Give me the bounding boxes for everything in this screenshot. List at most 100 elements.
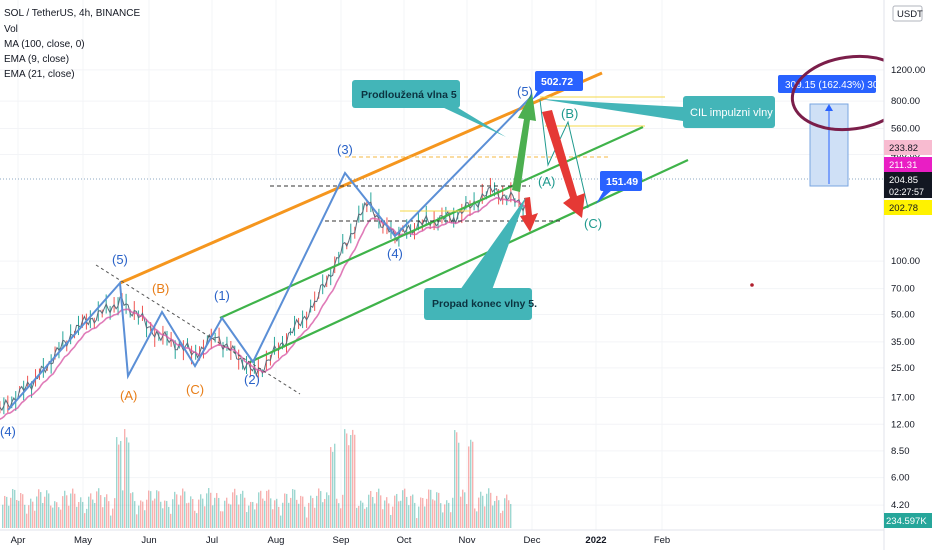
callout-propad-text: Propad konec vlny 5. xyxy=(432,298,537,310)
dashed-trendline xyxy=(95,264,301,395)
x-tick-label-jun: Jun xyxy=(141,535,156,546)
volume-bar-318 xyxy=(318,488,320,528)
grid xyxy=(0,0,884,530)
wave-label-C-teal: (C) xyxy=(584,216,602,231)
wave-label-B-teal: (B) xyxy=(561,106,578,121)
callout-cil[interactable]: CIL impulzni vlny 5 xyxy=(540,96,782,128)
volume-bar-158 xyxy=(158,491,160,528)
volume-bar-464 xyxy=(464,492,466,528)
volume-bar-130 xyxy=(130,493,132,528)
volume-bar-192 xyxy=(192,499,194,528)
volume-bar-22 xyxy=(22,494,24,528)
volume-bar-180 xyxy=(180,495,182,528)
volume-bar-398 xyxy=(398,501,400,528)
volume-bar-112 xyxy=(112,508,114,528)
volume-bar-84 xyxy=(84,513,86,528)
volume-bar-466 xyxy=(466,503,468,528)
volume-bar-404 xyxy=(404,488,406,528)
volume-bar-368 xyxy=(368,494,370,528)
volume-bar-452 xyxy=(452,497,454,528)
volume-bar-244 xyxy=(244,497,246,528)
volume-bar-348 xyxy=(348,445,350,528)
wave-label-2: (2) xyxy=(244,372,260,387)
callout-502[interactable]: 502.72 xyxy=(532,71,583,100)
volume-bar-86 xyxy=(86,508,88,528)
callout-propad[interactable]: Propad konec vlny 5. xyxy=(424,197,537,320)
volume-bar-222 xyxy=(222,511,224,528)
volume-bar-328 xyxy=(328,495,330,528)
volume-bar-480 xyxy=(480,491,482,528)
volume-bar-340 xyxy=(340,508,342,528)
y-tick-label-5: 70.00 xyxy=(891,284,915,295)
indicator-ma100: MA (100, close, 0) xyxy=(4,39,85,50)
measure-label: 309.15 (162.43%) 309.15 xyxy=(785,80,898,91)
volume-bar-482 xyxy=(482,495,484,528)
volume-bar-256 xyxy=(256,503,258,528)
volume-bar-456 xyxy=(456,432,458,528)
volume-bar-212 xyxy=(212,505,214,528)
volume-bar-124 xyxy=(124,429,126,528)
volume-bar-200 xyxy=(200,494,202,528)
volume-bar-226 xyxy=(226,497,228,528)
volume-bar-64 xyxy=(64,490,66,528)
volume-bar-446 xyxy=(446,500,448,528)
low-value-text: 202.78 xyxy=(889,203,918,214)
volume-bar-284 xyxy=(284,493,286,528)
volume-bar-440 xyxy=(440,503,442,528)
volume-bar-172 xyxy=(172,499,174,528)
volume-bar-100 xyxy=(100,495,102,528)
volume-bar-216 xyxy=(216,493,218,528)
currency-box[interactable] xyxy=(892,5,923,22)
volume-bar-472 xyxy=(472,441,474,528)
volume-bar-418 xyxy=(418,506,420,528)
wave-label-5: (5) xyxy=(517,84,533,99)
volume-bar-208 xyxy=(208,488,210,528)
volume-bar-260 xyxy=(260,490,262,528)
volume-bar-248 xyxy=(248,505,250,528)
volume-bar-288 xyxy=(288,502,290,528)
volume-bar-12 xyxy=(12,488,14,528)
volume-bar-426 xyxy=(426,498,428,528)
volume-bar-490 xyxy=(490,492,492,528)
countdown-text: 02:27:57 xyxy=(889,187,924,197)
volume-bar-314 xyxy=(314,507,316,528)
volume-bar-92 xyxy=(92,499,94,528)
volume-bar-34 xyxy=(34,510,36,528)
orange-channel-line xyxy=(119,71,603,285)
volume-bar-56 xyxy=(56,502,58,528)
volume-bar-430 xyxy=(430,489,432,528)
volume-value-tag xyxy=(884,513,932,528)
volume-bar-306 xyxy=(306,517,308,528)
volume-bar-384 xyxy=(384,500,386,528)
volume-bar-304 xyxy=(304,506,306,528)
volume-bar-450 xyxy=(450,512,452,528)
red-dot-marker xyxy=(750,283,754,287)
volume-bar-20 xyxy=(20,493,22,528)
volume-bar-30 xyxy=(30,498,32,528)
volume-bar-292 xyxy=(292,489,294,528)
callout-prodlouzena[interactable]: Prodloužená vlna 5 xyxy=(352,80,506,137)
volume-bar-70 xyxy=(70,493,72,528)
volume-bar-478 xyxy=(478,497,480,528)
volume-bar-414 xyxy=(414,502,416,528)
ema-value-tag xyxy=(884,140,932,155)
volume-value-text: 234.597K xyxy=(886,516,927,527)
volume-bar-258 xyxy=(258,492,260,528)
volume-bar-266 xyxy=(266,490,268,528)
volume-bar-80 xyxy=(80,497,82,528)
callout-151[interactable]: 151.49 xyxy=(596,171,642,204)
volume-bar-142 xyxy=(142,501,144,528)
volume-bar-492 xyxy=(492,505,494,528)
price-axis-panel[interactable] xyxy=(884,0,932,550)
volume-bar-44 xyxy=(44,496,46,528)
last-price-tag xyxy=(884,172,932,198)
volume-bar-106 xyxy=(106,494,108,528)
wave-label-C-orange: (C) xyxy=(186,382,204,397)
volume-bar-50 xyxy=(50,505,52,528)
volume-bar-280 xyxy=(280,515,282,528)
time-axis-ticks[interactable]: Apr May Jun Jul Aug Sep Oct Nov Dec 2022 Feb xyxy=(11,535,671,546)
volume-bar-346 xyxy=(346,433,348,528)
x-tick-label-aug: Aug xyxy=(268,535,285,546)
volume-bar-170 xyxy=(170,513,172,528)
